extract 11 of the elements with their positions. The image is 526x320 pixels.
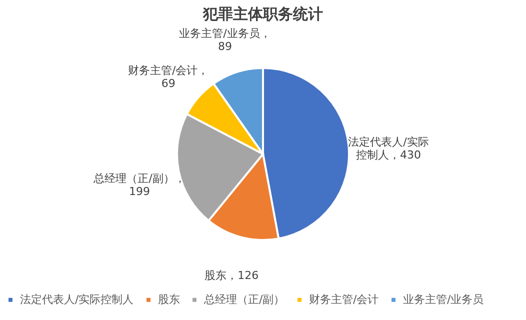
- data-label: 财务主管/会计，69: [128, 64, 209, 90]
- data-label: 股东，126: [204, 269, 259, 282]
- legend-label: 法定代表人/实际控制人: [20, 292, 134, 306]
- data-label: 总经理（正/副），199: [92, 172, 186, 198]
- chart-title: 犯罪主体职务统计: [202, 4, 323, 23]
- data-label: 业务主管/业务员，89: [179, 26, 271, 53]
- legend-label: 股东: [158, 292, 180, 306]
- legend-label: 财务主管/会计: [309, 292, 379, 306]
- legend-label: 总经理（正/副）: [203, 292, 285, 306]
- legend-label: 业务主管/业务员: [403, 292, 484, 306]
- data-label: 法定代表人/实际控制人，430: [348, 136, 429, 162]
